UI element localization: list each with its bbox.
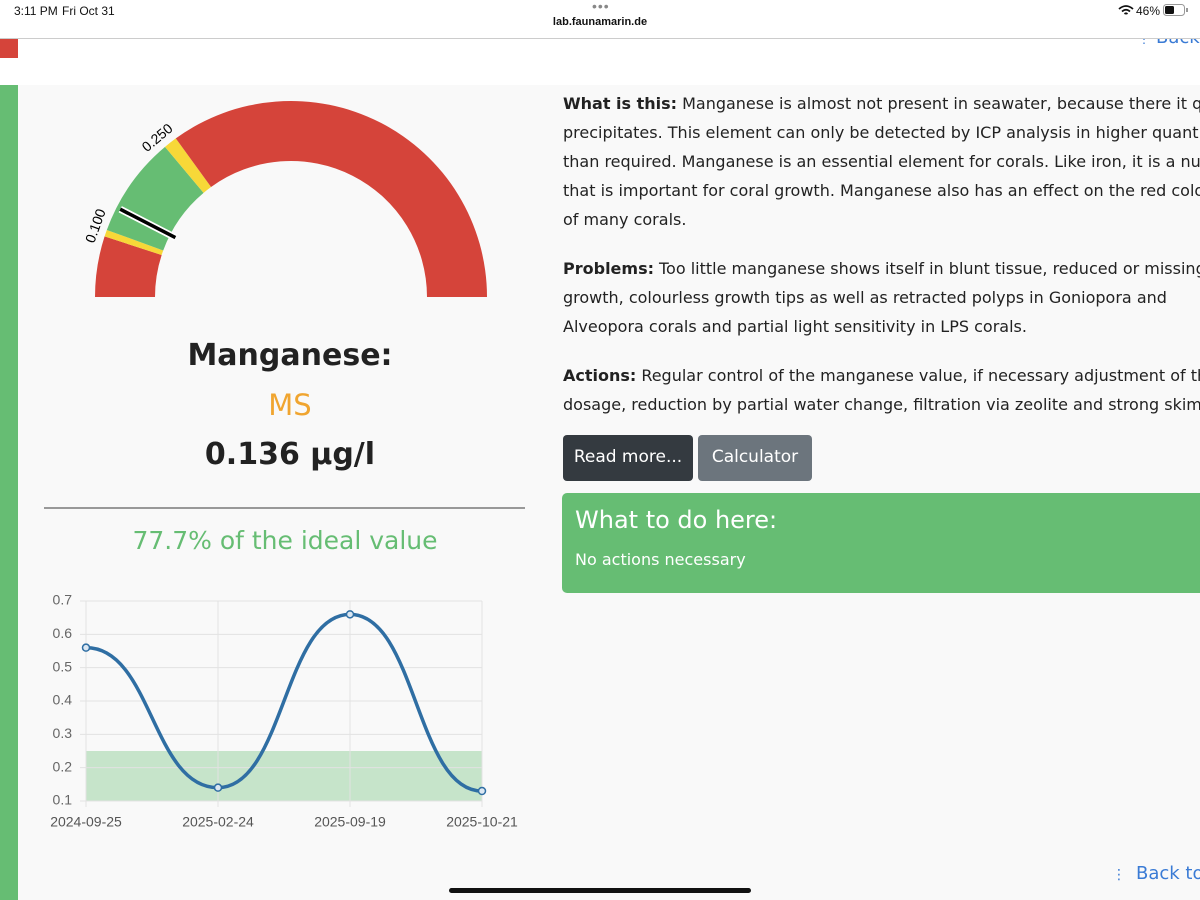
info-text-line: of many corals. [563, 210, 687, 229]
info-text-line: Regular control of the manganese value, … [641, 366, 1200, 385]
info-line: of many corals. [563, 205, 1200, 234]
back-text[interactable]: Back to [1156, 39, 1200, 48]
info-line: precipitates. This element can only be d… [563, 118, 1200, 147]
info-text-line: Manganese is almost not present in seawa… [682, 94, 1200, 113]
gauge-segment [95, 236, 162, 297]
x-tick-label: 2024-09-25 [50, 814, 122, 830]
info-label: What is this: [563, 94, 678, 113]
status-stripe [0, 39, 18, 58]
info-text-line: than required. Manganese is an essential… [563, 152, 1200, 171]
info-line: What is this: Manganese is almost not pre… [563, 89, 1200, 118]
status-stripe [0, 85, 18, 900]
info-line: than required. Manganese is an essential… [563, 147, 1200, 176]
data-point [213, 783, 223, 792]
info-text: What is this: Manganese is almost not pre… [563, 89, 1200, 439]
back-text[interactable]: Back to [1136, 863, 1200, 884]
info-label: Actions: [563, 366, 637, 385]
element-name: Manganese: [187, 338, 393, 373]
x-tick-label: 2025-09-19 [314, 814, 386, 830]
read-more-button[interactable]: Read more... [563, 435, 693, 481]
todo-text: No actions necessary [575, 550, 746, 569]
status-time: 3:11 PM [14, 4, 58, 18]
info-text-line: Alveopora corals and partial light sensi… [563, 317, 1027, 336]
data-point [345, 610, 355, 619]
series-line [85, 612, 483, 793]
ideal-percent: 77.7% of the ideal value [132, 526, 438, 555]
x-tick-label: 2025-10-21 [446, 814, 518, 830]
status-date: Fri Oct 31 [62, 4, 115, 18]
calculator-button[interactable]: Calculator [698, 435, 812, 481]
y-tick-label: 0.3 [53, 725, 73, 741]
info-line: growth, colourless growth tips as well a… [563, 283, 1200, 312]
ideal-band [86, 751, 482, 801]
top-strip: ⋮Back to [0, 39, 1200, 85]
todo-title: What to do here: [575, 506, 778, 534]
info-line: Actions: Regular control of the manganese… [563, 361, 1200, 390]
info-line: Alveopora corals and partial light sensi… [563, 312, 1200, 341]
info-text-line: precipitates. This element can only be d… [563, 123, 1200, 142]
info-text-line: growth, colourless growth tips as well a… [563, 288, 1167, 307]
y-tick-label: 0.6 [53, 625, 73, 641]
data-point [81, 643, 91, 652]
home-indicator [449, 888, 751, 893]
info-paragraph: Actions: Regular control of the manganese… [563, 361, 1200, 419]
info-text-line: Too little manganese shows itself in blu… [659, 259, 1200, 278]
measured-value: 0.136 µg/l [204, 437, 376, 472]
info-text-line: dosage, reduction by partial water chang… [563, 395, 1200, 414]
status-bar [0, 0, 1200, 38]
info-text-line: that is important for coral growth. Mang… [563, 181, 1200, 200]
data-point [477, 786, 487, 796]
separator [44, 507, 525, 509]
battery-icon [1163, 4, 1188, 16]
gauge-and-chart: 0.1000.2500.10.20.30.40.50.60.72024-09-2… [50, 101, 518, 830]
info-paragraph: What is this: Manganese is almost not pre… [563, 89, 1200, 234]
y-tick-label: 0.2 [53, 758, 73, 774]
info-label: Problems: [563, 259, 654, 278]
needle [119, 207, 177, 240]
gauge-segment [106, 146, 204, 251]
info-line: dosage, reduction by partial water chang… [563, 390, 1200, 419]
y-tick-label: 0.5 [53, 658, 73, 674]
battery-text: 46% [1136, 4, 1161, 18]
info-line: that is important for coral growth. Mang… [563, 176, 1200, 205]
x-tick-label: 2025-02-24 [182, 814, 254, 830]
back-link[interactable]: ⋮Back to [1138, 39, 1200, 48]
dots: ••• [592, 0, 610, 14]
gauge-segment [175, 101, 487, 297]
info-line: Problems: Too little manganese shows itse… [563, 254, 1200, 283]
gauge-segment [104, 229, 164, 255]
todo-box: What to do here: No actions necessary [562, 493, 1200, 593]
info-paragraph: Problems: Too little manganese shows itse… [563, 254, 1200, 341]
back-link[interactable]: ⋮Back to [1112, 863, 1200, 884]
gauge-segment [165, 138, 212, 193]
url[interactable]: lab.faunamarin.de [552, 16, 648, 28]
y-tick-label: 0.1 [53, 792, 73, 808]
y-tick-label: 0.4 [53, 692, 73, 708]
y-tick-label: 0.7 [53, 592, 73, 608]
divider [0, 38, 1200, 39]
element-code: MS [268, 388, 312, 422]
wifi-icon [1118, 5, 1134, 15]
